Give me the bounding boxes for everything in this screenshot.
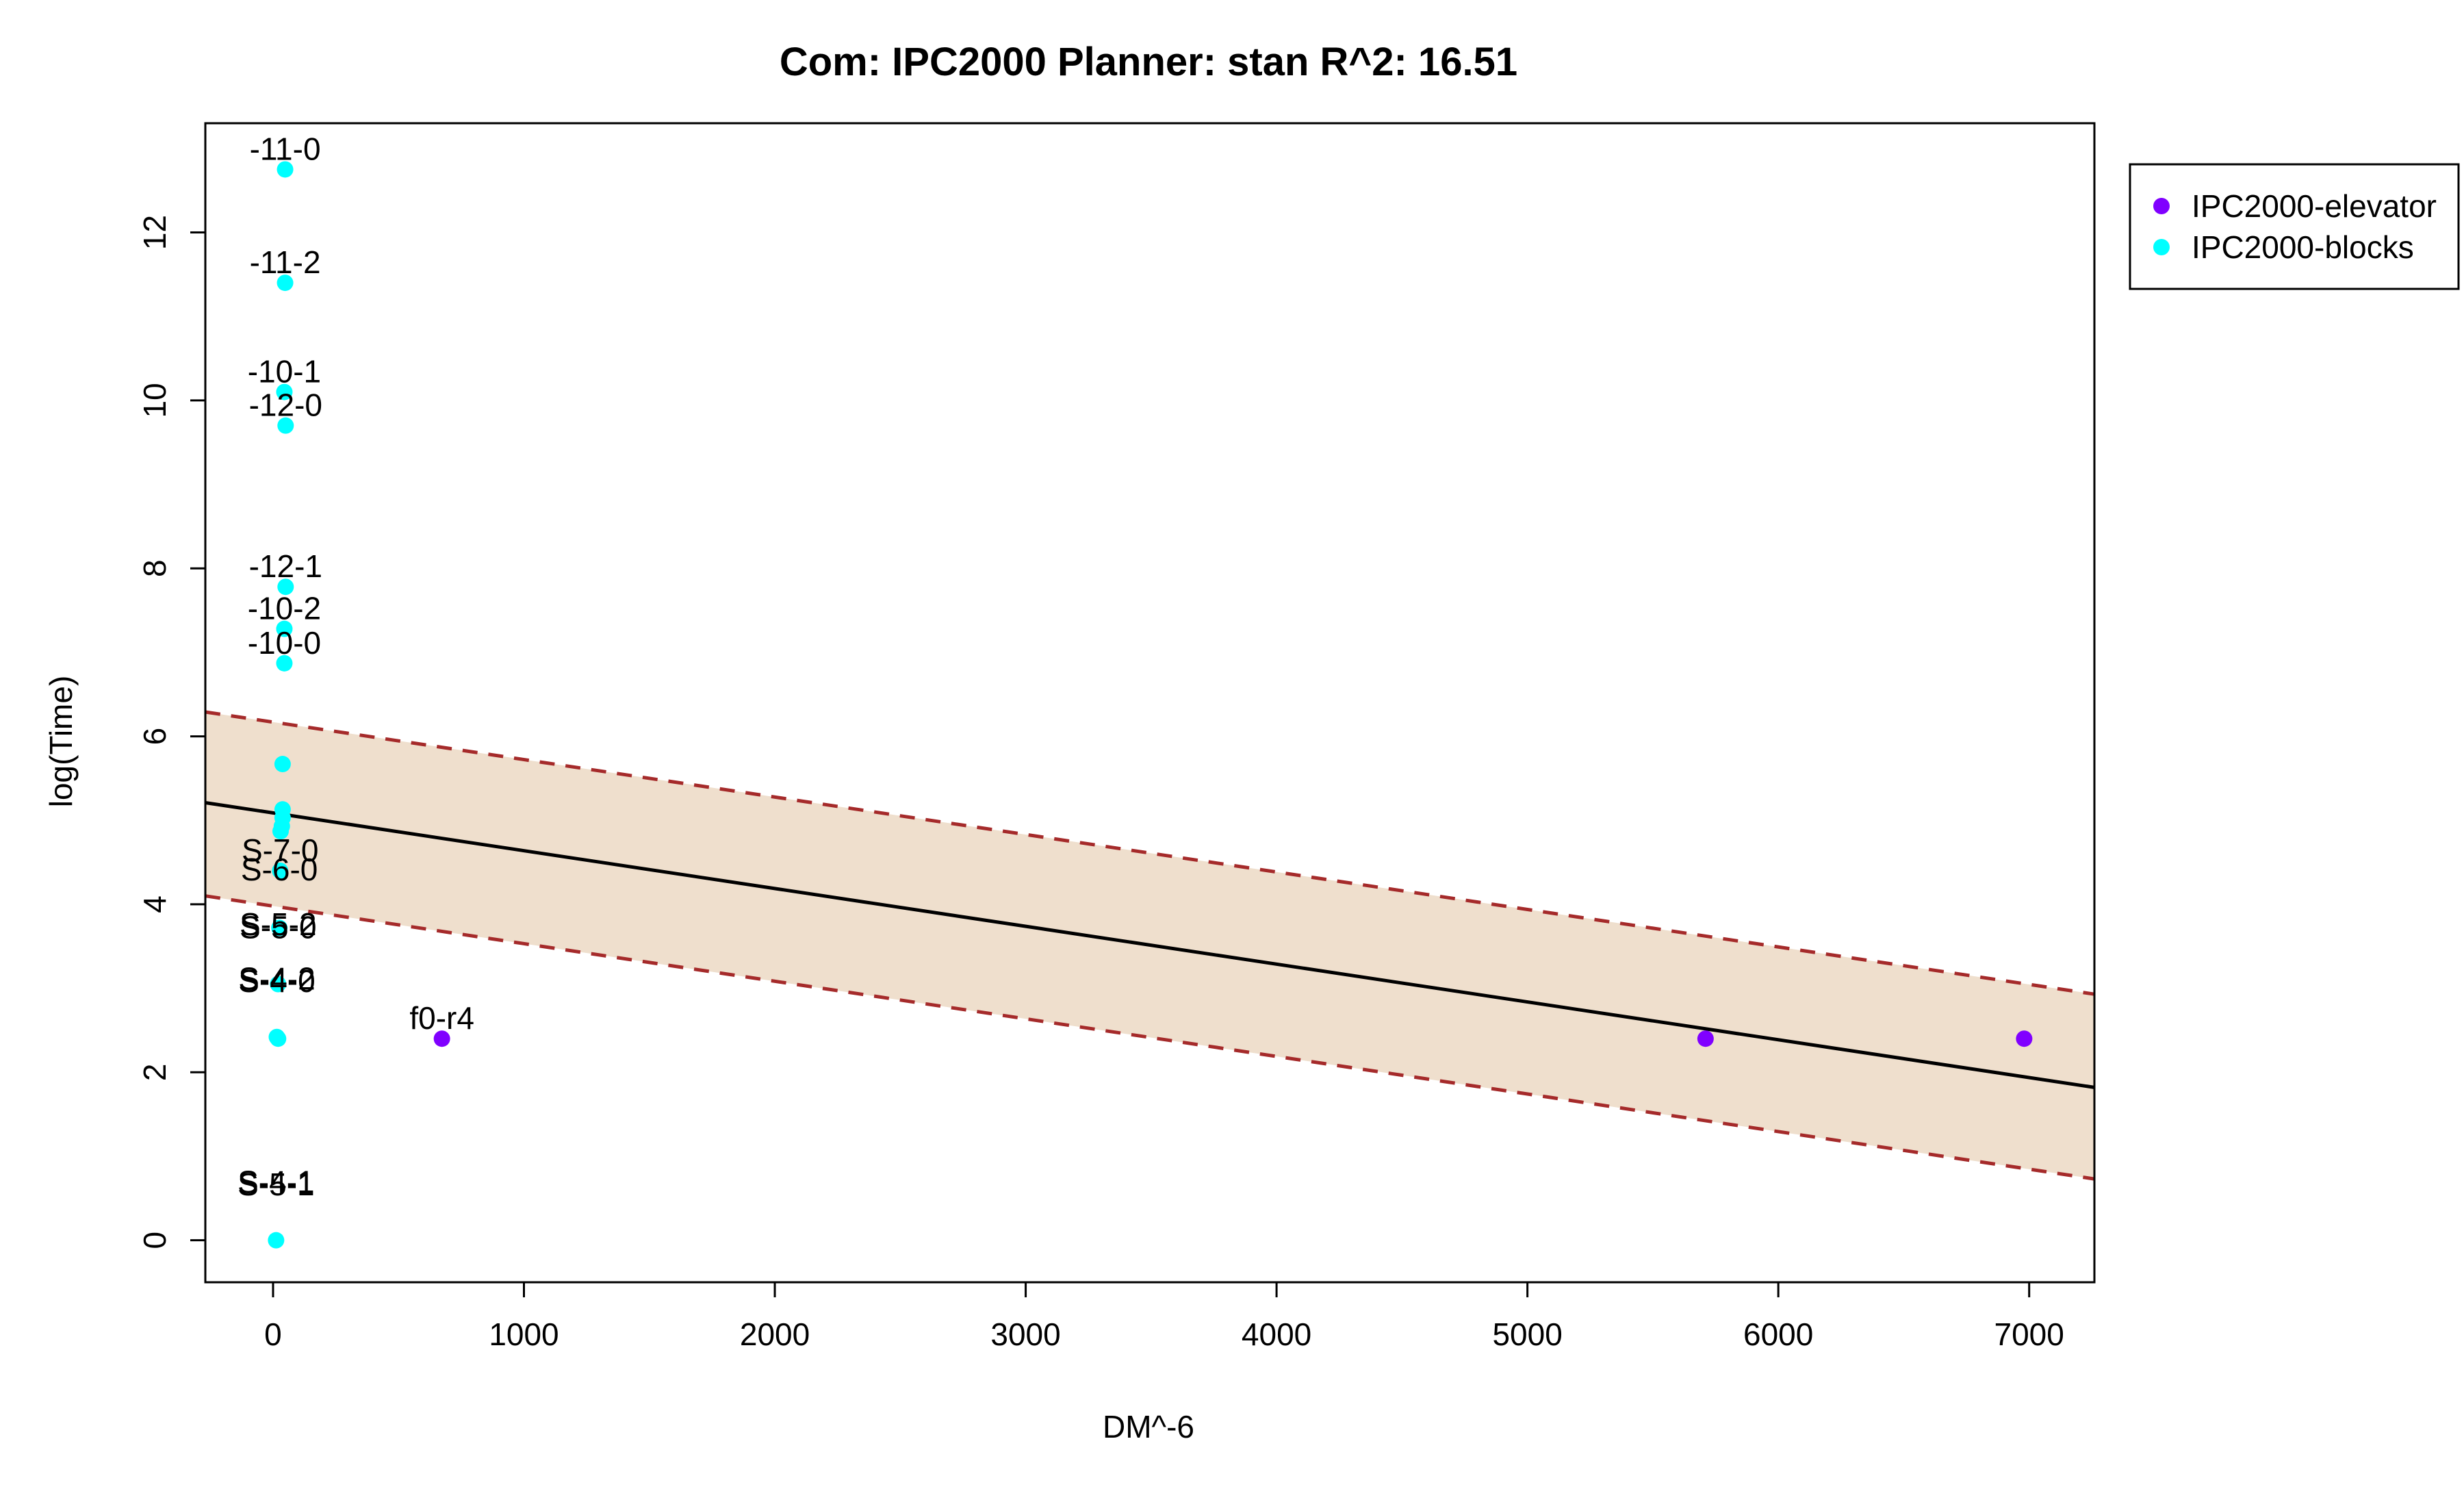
legend-marker [2153, 198, 2170, 214]
point-label: S-7-0 [242, 832, 318, 868]
data-point-blocks [271, 919, 288, 937]
x-tick-label: 6000 [1743, 1316, 1813, 1352]
x-tick-label: 0 [264, 1316, 282, 1352]
x-tick-label: 2000 [740, 1316, 810, 1352]
y-tick-label: 0 [137, 1232, 172, 1249]
x-tick-label: 5000 [1492, 1316, 1562, 1352]
x-axis-label: DM^-6 [1103, 1409, 1194, 1445]
point-label: S-4-0 [238, 963, 315, 999]
legend-box [2129, 163, 2460, 290]
data-point-elevator [1697, 1030, 1714, 1047]
regression-line [205, 801, 2095, 1089]
legend-label: IPC2000-blocks [2192, 229, 2414, 265]
data-point-blocks [277, 275, 294, 292]
data-points [268, 161, 2033, 1249]
data-point-blocks [274, 756, 291, 773]
data-point-blocks [270, 1030, 287, 1047]
fit-line [205, 801, 2095, 1089]
y-axis-label: log(Time) [43, 676, 79, 808]
data-point-blocks [272, 823, 289, 840]
y-tick-label: 12 [137, 215, 172, 250]
data-point-blocks [276, 383, 293, 400]
x-axis: 0 1000 2000 3000 4000 5000 6000 7000 [264, 1281, 2064, 1352]
x-tick-label: 7000 [1994, 1316, 2064, 1352]
point-label: -12-1 [249, 548, 322, 584]
data-point-blocks [276, 654, 293, 672]
data-point-elevator [433, 1030, 450, 1047]
data-point-blocks [277, 578, 294, 596]
x-tick-label: 1000 [489, 1316, 559, 1352]
legend: IPC2000-elevator IPC2000-blocks [2129, 163, 2460, 290]
point-labels: -11-0 -11-2 -10-1-12-0 -12-1 -10-2-10-0 S-7-0… [238, 131, 474, 1202]
point-label: -11-0 [250, 131, 321, 166]
band-lower-line [205, 894, 2095, 1181]
data-point-blocks [272, 862, 289, 879]
data-point-blocks [277, 161, 294, 178]
data-point-blocks [276, 620, 293, 637]
y-axis: 0 2 4 6 8 10 12 [137, 215, 207, 1249]
band-upper-line [205, 710, 2095, 996]
point-label: -10-0 [248, 625, 321, 661]
point-label: -10-2 [248, 591, 321, 626]
y-tick-label: 6 [137, 728, 172, 746]
point-label: S-4-2 [238, 961, 315, 997]
point-label: f0-r4 [409, 1000, 474, 1036]
data-point-blocks [277, 417, 294, 434]
x-tick-label: 4000 [1242, 1316, 1311, 1352]
y-tick-label: 4 [137, 895, 172, 913]
data-point-blocks [268, 1232, 285, 1249]
point-label: S-4-1 [238, 1164, 314, 1199]
chart-title: Com: IPC2000 Planner: stan R^2: 16.51 [780, 40, 1517, 84]
y-tick-label: 8 [137, 559, 172, 577]
point-label: S-5-2 [240, 906, 316, 942]
legend-marker [2153, 239, 2170, 255]
legend-label: IPC2000-elevator [2192, 188, 2437, 224]
y-tick-label: 2 [137, 1064, 172, 1082]
point-label: -11-2 [250, 244, 321, 280]
x-tick-label: 3000 [990, 1316, 1060, 1352]
data-point-elevator [2016, 1030, 2033, 1047]
point-label: S-5-0 [240, 910, 316, 945]
point-label: S-5-1 [238, 1167, 314, 1202]
point-label: S-6-0 [241, 852, 318, 887]
point-label: -12-0 [249, 387, 322, 423]
data-point-blocks [270, 976, 287, 993]
point-label: -10-1 [248, 354, 321, 390]
y-tick-label: 10 [137, 383, 172, 418]
